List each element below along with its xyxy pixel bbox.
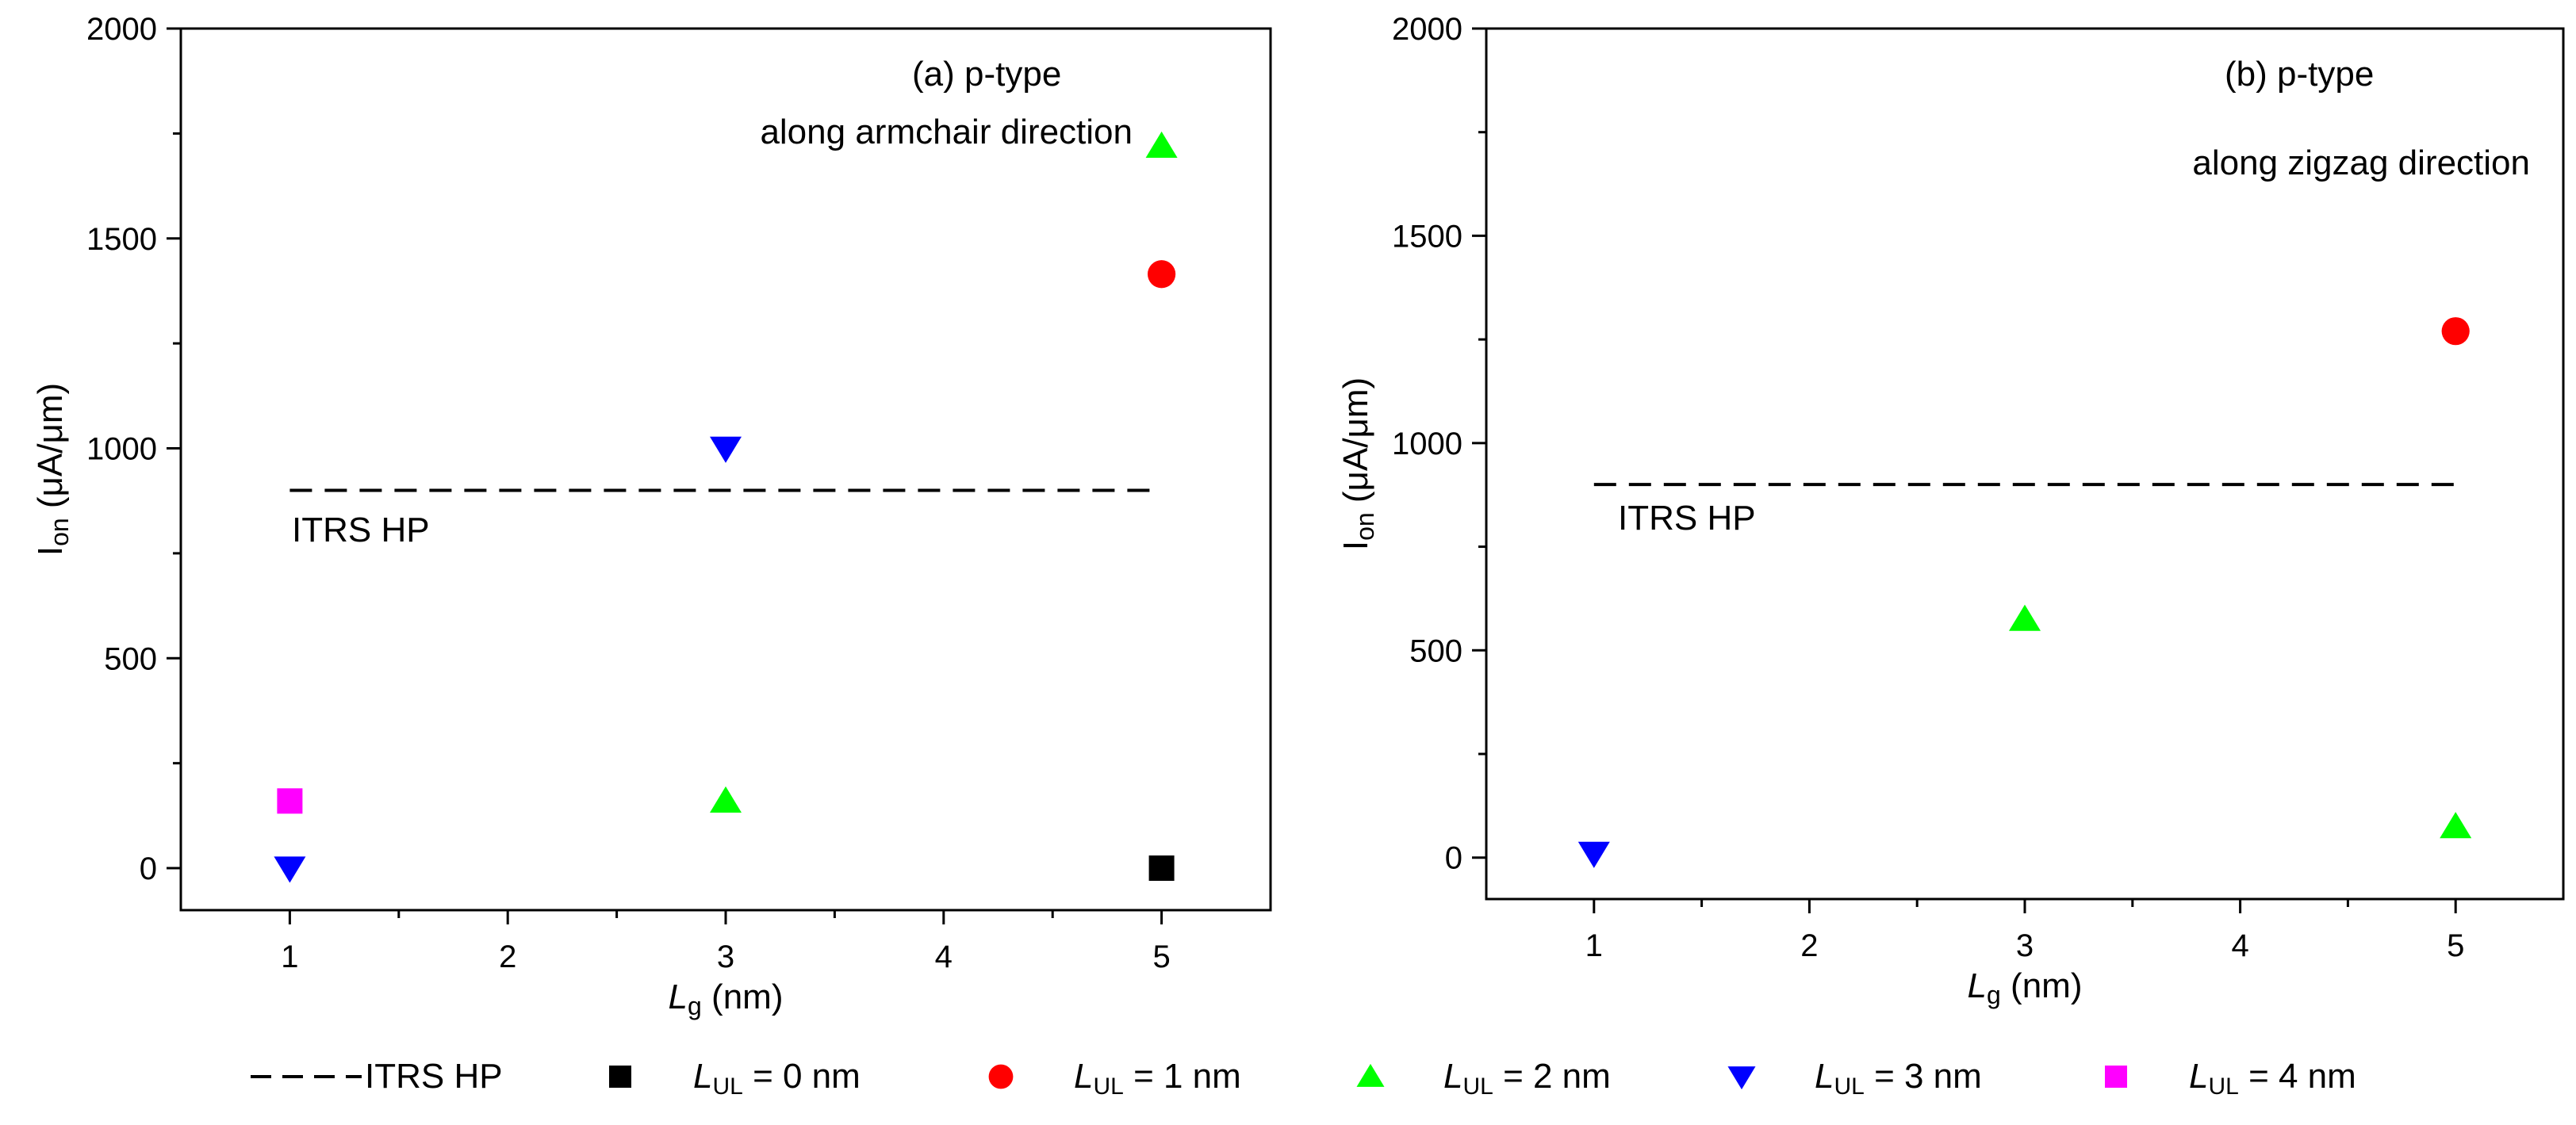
y-tick-label: 0 [140, 851, 157, 886]
y-tick-label: 1500 [1392, 219, 1462, 254]
legend-marker [2105, 1066, 2127, 1088]
panel-title: (b) p-type [2225, 55, 2374, 94]
panel-title: (a) p-type [912, 55, 1061, 94]
panel-a: 1 2 3 4 5 0 500 1000 1500 2000 Lg (nm) Ion (μA/μm) (… [31, 12, 1272, 1020]
legend-marker [1727, 1066, 1756, 1090]
panel-b: 1 2 3 4 5 0 500 1000 1500 2000 Lg (nm) Ion (μA/μm) (… [1336, 12, 2565, 1009]
y-tick-label: 1500 [86, 222, 157, 257]
y-tick-label: 500 [104, 641, 157, 676]
data-point [710, 436, 742, 463]
legend-marker [609, 1066, 631, 1088]
x-tick-label: 2 [499, 939, 516, 974]
legend-label: LUL = 0 nm [693, 1057, 861, 1100]
x-axis-label: Lg (nm) [669, 978, 784, 1020]
y-tick-label: 1000 [86, 432, 157, 467]
y-tick-label: 2000 [1392, 12, 1462, 47]
legend-marker [1356, 1063, 1385, 1087]
itrs-hp-label: ITRS HP [292, 511, 430, 549]
x-tick-label: 5 [2447, 928, 2464, 963]
x-tick-label: 3 [717, 939, 734, 974]
x-tick-label: 1 [1585, 928, 1603, 963]
data-point [710, 786, 742, 813]
data-point [2009, 604, 2041, 631]
data-point [1145, 131, 1178, 158]
y-tick-label: 1000 [1392, 427, 1462, 461]
y-tick-label: 2000 [86, 12, 157, 47]
direction-label: along armchair direction [760, 113, 1133, 151]
legend-marker [988, 1064, 1014, 1089]
x-tick-label: 4 [935, 939, 953, 974]
data-point [1577, 841, 1610, 868]
data-point [2441, 317, 2470, 346]
x-tick-label: 4 [2231, 928, 2248, 963]
data-point [1148, 855, 1175, 882]
data-point [274, 856, 306, 883]
legend-label: LUL = 4 nm [2189, 1057, 2356, 1100]
x-tick-label: 5 [1152, 939, 1170, 974]
data-point [2440, 812, 2472, 839]
x-tick-label: 3 [2016, 928, 2034, 963]
data-point [277, 788, 303, 814]
y-axis-label: Ion (μA/μm) [1336, 377, 1379, 550]
y-axis-label: Ion (μA/μm) [31, 383, 74, 556]
legend-label: LUL = 3 nm [1815, 1057, 1982, 1100]
itrs-hp-label: ITRS HP [1618, 499, 1756, 538]
legend-label: LUL = 2 nm [1443, 1057, 1611, 1100]
x-tick-label: 1 [281, 939, 298, 974]
plot-frame [179, 27, 1272, 912]
y-tick-label: 500 [1409, 633, 1462, 668]
x-tick-label: 2 [1800, 928, 1818, 963]
legend: ITRS HP LUL = 0 nm LUL = 1 nm LUL = 2 nm LUL… [251, 1057, 2356, 1100]
x-axis-label: Lg (nm) [1968, 966, 2083, 1009]
y-tick-label: 0 [1445, 841, 1462, 876]
legend-label: LUL = 1 nm [1074, 1057, 1241, 1100]
direction-label: along zigzag direction [2192, 143, 2530, 182]
legend-label: ITRS HP [365, 1057, 503, 1096]
data-point [1148, 260, 1176, 289]
